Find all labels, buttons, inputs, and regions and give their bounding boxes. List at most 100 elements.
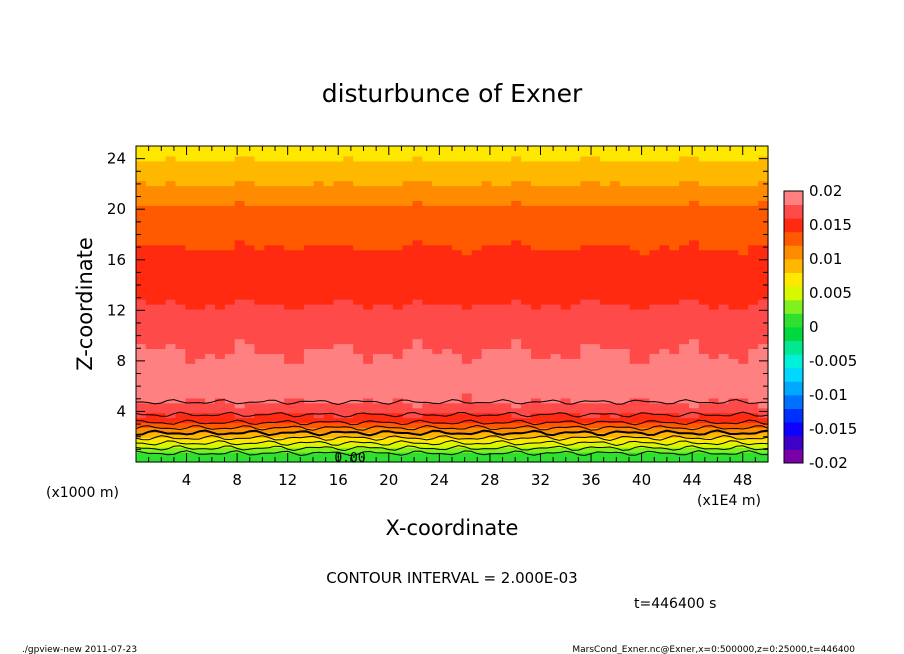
field-cell (432, 234, 443, 241)
field-cell (748, 205, 759, 211)
field-cell (540, 358, 552, 364)
field-cell (234, 368, 246, 374)
field-cell (550, 269, 562, 275)
field-cell (669, 437, 680, 443)
field-cell (274, 249, 285, 256)
field-cell (333, 294, 344, 300)
field-cell (452, 279, 463, 285)
field-cell (679, 279, 690, 285)
field-cell (234, 397, 246, 404)
field-cell (442, 363, 453, 369)
field-cell (659, 427, 670, 433)
field-cell (461, 185, 473, 192)
field-cell (215, 269, 226, 275)
field-cell (422, 402, 433, 409)
field-cell (274, 348, 285, 354)
field-cell (708, 289, 720, 295)
field-cell (560, 323, 572, 330)
field-cell (590, 185, 601, 192)
field-cell (205, 442, 216, 448)
field-cell (353, 170, 364, 177)
field-cell (205, 165, 216, 172)
field-cell (728, 249, 739, 256)
field-cell (560, 215, 572, 221)
field-cell (738, 427, 749, 433)
field-cell (136, 274, 147, 280)
field-cell (689, 402, 700, 409)
field-cell (353, 239, 364, 246)
field-cell (669, 328, 680, 335)
field-cell (313, 200, 325, 206)
field-cell (284, 244, 295, 251)
field-cell (481, 200, 493, 206)
field-cell (540, 422, 552, 429)
field-cell (521, 338, 532, 345)
field-cell (679, 284, 690, 290)
field-cell (629, 155, 641, 162)
field-cell (758, 146, 769, 152)
field-cell (639, 407, 651, 414)
field-cell (442, 318, 453, 325)
field-cell (649, 397, 660, 404)
field-cell (521, 279, 532, 285)
field-cell (481, 407, 493, 414)
field-cell (531, 447, 542, 453)
field-cell (491, 215, 502, 221)
field-cell (659, 417, 670, 424)
field-cell (402, 284, 414, 290)
field-cell (738, 170, 749, 177)
field-cell (284, 195, 295, 201)
field-cell (323, 397, 335, 404)
field-cell (215, 160, 226, 167)
field-cell (619, 146, 631, 152)
field-cell (234, 447, 246, 453)
field-cell (323, 279, 335, 285)
field-cell (491, 422, 502, 429)
field-cell (422, 338, 433, 345)
field-cell (452, 452, 463, 458)
field-cell (373, 343, 384, 350)
field-cell (491, 432, 502, 438)
field-cell (570, 368, 581, 374)
field-cell (373, 378, 384, 384)
field-cell (373, 254, 384, 261)
field-cell (590, 234, 601, 241)
field-cell (155, 353, 167, 359)
field-cell (155, 442, 167, 448)
field-cell (215, 264, 226, 271)
field-cell (669, 146, 680, 152)
field-cell (195, 165, 206, 172)
field-cell (294, 284, 305, 290)
field-cell (540, 210, 552, 216)
field-cell (323, 358, 335, 364)
field-cell (363, 387, 374, 394)
field-cell (619, 427, 631, 433)
field-cell (708, 343, 720, 350)
field-cell (215, 338, 226, 345)
field-cell (402, 417, 414, 424)
field-cell (274, 318, 285, 325)
field-cell (758, 185, 769, 192)
field-cell (708, 432, 720, 438)
field-cell (432, 387, 443, 394)
field-cell (580, 363, 591, 369)
field-cell (491, 254, 502, 261)
field-cell (136, 437, 147, 443)
field-cell (521, 313, 532, 320)
field-cell (195, 195, 206, 201)
field-cell (412, 348, 423, 354)
field-cell (629, 402, 641, 409)
field-cell (718, 363, 730, 369)
field-cell (550, 249, 562, 256)
field-cell (382, 239, 394, 246)
field-cell (698, 358, 710, 364)
field-cell (560, 150, 572, 157)
field-cell (570, 249, 581, 256)
field-cell (412, 383, 423, 389)
field-cell (363, 190, 374, 196)
field-cell (610, 313, 621, 320)
field-cell (402, 234, 414, 241)
field-cell (531, 254, 542, 261)
field-cell (669, 175, 680, 182)
field-cell (748, 353, 759, 359)
